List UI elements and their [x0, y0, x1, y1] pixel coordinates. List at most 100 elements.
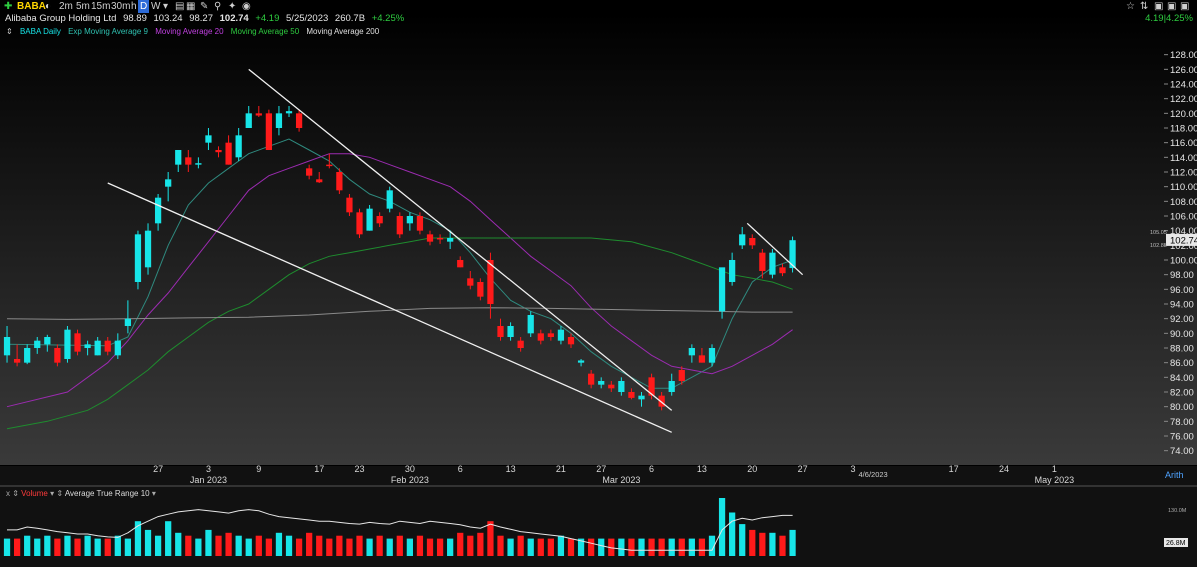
- price-tick-label: 118.00: [1170, 124, 1197, 135]
- bar-style-icon[interactable]: ▤: [175, 1, 185, 12]
- legend-ma20[interactable]: Moving Average 20: [155, 27, 224, 36]
- volume-bar: [588, 538, 595, 556]
- scale-mode[interactable]: Arith: [1165, 470, 1184, 480]
- timeframe-d[interactable]: D: [138, 0, 150, 13]
- candle-body: [205, 135, 212, 143]
- timeframe-30m[interactable]: 30m: [111, 1, 131, 12]
- volume-bar: [336, 535, 343, 556]
- candle-body: [769, 252, 776, 275]
- candle-body: [84, 344, 91, 348]
- volume-bar: [698, 538, 706, 556]
- volume-bar: [235, 535, 242, 556]
- volume-bar: [64, 535, 71, 556]
- price-tick-label: 106.00: [1170, 212, 1197, 223]
- legend-ma200[interactable]: Moving Average 200: [306, 27, 380, 36]
- sort-icon[interactable]: ⇕: [56, 489, 64, 498]
- candle-body: [114, 340, 121, 356]
- price-tick-label: 126.00: [1170, 65, 1197, 76]
- volume-legend[interactable]: Volume: [21, 489, 48, 498]
- candle-body: [729, 260, 736, 282]
- chevron-down-icon[interactable]: ▾: [151, 489, 156, 498]
- trendline: [746, 222, 804, 276]
- price-tick-label: 120.00: [1170, 109, 1197, 120]
- candle-body: [195, 163, 202, 165]
- toolbar: ✚ BABA ◐ 2m 5m 15m 30m h D W ▾ ▤ ▦ ✎ ⚲ ✦…: [0, 0, 1197, 13]
- template-icon[interactable]: ⇅: [1140, 1, 1149, 12]
- timeframe-2m[interactable]: 2m: [59, 1, 73, 12]
- chevron-down-icon[interactable]: ▾: [50, 489, 55, 498]
- link-icon[interactable]: ◐: [45, 1, 52, 12]
- candle-body: [144, 230, 152, 268]
- legend-ma50[interactable]: Moving Average 50: [230, 27, 300, 36]
- time-axis-label: 17: [949, 464, 959, 474]
- news-icon[interactable]: ▣: [1154, 1, 1164, 12]
- candle-body: [527, 315, 534, 334]
- legend-toggle-icon[interactable]: ⇕: [6, 27, 13, 36]
- volume-bar: [104, 538, 111, 556]
- studies-icon[interactable]: ⚲: [214, 1, 222, 12]
- sort-icon[interactable]: ⇕: [12, 489, 19, 498]
- current-price-label: 102.74: [1170, 235, 1197, 246]
- price-tick-label: 88.00: [1170, 344, 1194, 355]
- price-tick-label: 84.00: [1170, 373, 1194, 384]
- indicators-icon[interactable]: ▦: [186, 1, 196, 12]
- volume-current-box: [1164, 538, 1188, 547]
- time-axis-label: 3: [206, 464, 211, 474]
- volume-bar: [628, 538, 635, 556]
- tools-icon[interactable]: ✦: [228, 1, 237, 12]
- timeframe-w[interactable]: W: [151, 1, 161, 12]
- price-tick-label: 110.00: [1170, 182, 1197, 193]
- candle-body: [517, 340, 524, 348]
- candle-body: [255, 113, 262, 116]
- menu-icon[interactable]: ▣: [1180, 1, 1190, 12]
- volume-bar: [729, 512, 736, 556]
- candle-body: [165, 179, 172, 187]
- volume-bar: [426, 538, 434, 556]
- price-tick-label: 86.00: [1170, 358, 1194, 369]
- volume-bar: [175, 532, 182, 556]
- atr-legend[interactable]: Average True Range 10: [64, 489, 150, 498]
- candle-body: [24, 348, 31, 363]
- volume-bar: [134, 521, 142, 556]
- timeframe-5m[interactable]: 5m: [76, 1, 90, 12]
- add-symbol-icon[interactable]: ✚: [4, 1, 13, 12]
- time-axis-label: 23: [355, 464, 365, 474]
- volume-bar: [124, 538, 132, 556]
- candle-body: [477, 282, 484, 297]
- volume-bar: [144, 529, 152, 556]
- volume-bar: [316, 535, 323, 556]
- candle-body: [185, 157, 192, 165]
- price-tick-label: 74.00: [1170, 446, 1194, 457]
- timeframe-15m[interactable]: 15m: [91, 1, 111, 12]
- candle-body: [457, 260, 464, 268]
- volume-bar: [225, 532, 232, 556]
- volume-bar: [567, 538, 575, 556]
- symbol-label[interactable]: BABA: [17, 1, 46, 12]
- timeframe-h[interactable]: h: [131, 1, 137, 12]
- price-tick-label: 104.00: [1170, 226, 1197, 237]
- ma-line-3: [6, 307, 793, 320]
- volume-bar: [416, 535, 424, 556]
- volume-bar: [688, 538, 695, 556]
- candle-body: [366, 208, 373, 231]
- chevron-down-icon[interactable]: ▾: [163, 1, 169, 12]
- share-icon[interactable]: ▣: [1167, 1, 1177, 12]
- price-tick-label: 80.00: [1170, 402, 1194, 413]
- candle-body: [467, 278, 474, 286]
- camera-icon[interactable]: ◉: [242, 1, 251, 12]
- time-axis-label: 13: [506, 464, 516, 474]
- drawing-icon[interactable]: ✎: [200, 1, 209, 12]
- star-icon[interactable]: ☆: [1126, 1, 1135, 12]
- volume-bar: [517, 535, 524, 556]
- legend-ema9[interactable]: Exp Moving Average 9: [68, 27, 148, 36]
- close-icon[interactable]: x: [6, 489, 10, 498]
- price-tick-label: 82.00: [1170, 388, 1194, 399]
- legend-series[interactable]: BABA Daily: [19, 27, 61, 36]
- volume-bar: [265, 538, 272, 556]
- volume-bar: [326, 538, 333, 556]
- volume-bar: [376, 535, 383, 556]
- volume-bar: [527, 538, 534, 556]
- time-axis-label: 20: [747, 464, 757, 474]
- candle-body: [739, 234, 746, 246]
